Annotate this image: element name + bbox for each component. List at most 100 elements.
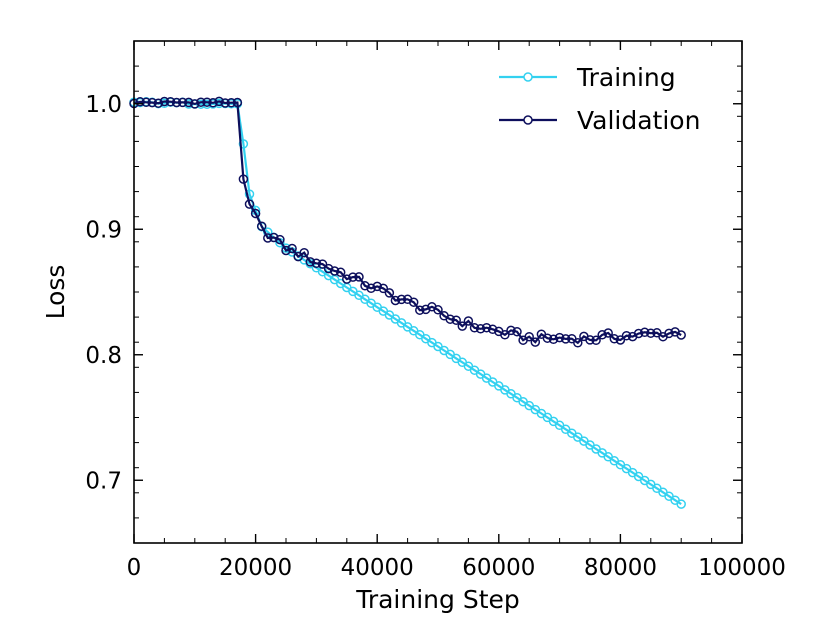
data-point (220, 98, 230, 108)
data-point (263, 233, 273, 243)
data-point (335, 267, 346, 278)
data-point (554, 332, 565, 343)
x-tick-label: 80000 (584, 555, 657, 581)
y-tick-label: 0.9 (85, 217, 122, 243)
data-point (384, 288, 395, 298)
data-point (609, 334, 620, 344)
data-point (305, 257, 316, 267)
data-point (548, 334, 559, 345)
x-axis-title: Training Step (355, 585, 520, 614)
data-point (481, 322, 492, 333)
y-tick-label: 0.8 (85, 343, 122, 369)
data-point (421, 304, 431, 315)
data-point (287, 243, 297, 254)
data-point (177, 97, 188, 108)
data-point (603, 328, 613, 338)
legend-item-training: Training (499, 63, 676, 92)
y-axis-title: Loss (41, 265, 70, 320)
data-point (633, 328, 644, 339)
data-point (360, 281, 370, 291)
data-point (354, 272, 364, 282)
data-point (487, 324, 498, 335)
data-point (147, 97, 157, 108)
legend-label: Training (576, 63, 676, 92)
data-point (238, 139, 249, 149)
data-point (238, 174, 249, 184)
y-tick-label: 1.0 (85, 92, 122, 118)
data-point (281, 245, 291, 256)
data-point (639, 327, 650, 338)
legend-marker (523, 115, 533, 125)
data-point (676, 499, 686, 509)
x-tick-label: 0 (127, 555, 142, 581)
data-point (141, 97, 151, 108)
data-point (506, 325, 516, 336)
data-point (153, 98, 164, 108)
legend-label: Validation (577, 106, 700, 135)
x-tick-label: 100000 (698, 555, 786, 581)
series-line-validation (133, 100, 682, 345)
y-tick-label: 0.7 (85, 468, 122, 494)
data-point (196, 97, 206, 107)
series-validation (129, 96, 686, 348)
data-point (463, 316, 474, 326)
data-point (135, 97, 145, 107)
data-point (390, 295, 401, 306)
data-point (202, 97, 212, 107)
data-point (256, 221, 267, 231)
legend-marker (523, 72, 533, 82)
data-point (366, 283, 376, 294)
data-point (244, 189, 255, 199)
x-tick-label: 20000 (219, 555, 292, 581)
data-point (445, 314, 455, 324)
data-point (171, 97, 182, 108)
data-point (329, 266, 340, 276)
marks-layer (129, 96, 686, 509)
data-point (372, 281, 382, 292)
data-point (573, 338, 583, 348)
data-point (530, 337, 541, 347)
data-point (311, 258, 322, 269)
data-point (542, 333, 553, 343)
data-point (275, 234, 285, 245)
data-point (378, 283, 389, 294)
data-point (597, 330, 607, 340)
data-point (560, 334, 571, 344)
data-point (621, 330, 632, 341)
data-point (475, 324, 486, 334)
data-point (250, 208, 261, 219)
data-point (451, 315, 461, 325)
data-point (585, 335, 595, 345)
data-point (469, 323, 480, 333)
data-point (348, 272, 358, 282)
data-point (244, 199, 255, 209)
data-point (183, 97, 194, 108)
data-point (214, 96, 224, 107)
x-tick-label: 40000 (341, 555, 414, 581)
data-point (676, 330, 686, 340)
data-point (269, 232, 279, 243)
data-point (457, 321, 468, 331)
data-point (591, 335, 601, 346)
legend-item-validation: Validation (499, 106, 700, 135)
data-point (317, 259, 328, 269)
data-point (396, 294, 407, 305)
data-point (615, 335, 626, 345)
data-point (299, 247, 309, 258)
data-point (232, 97, 243, 108)
data-point (664, 328, 674, 339)
data-point (524, 331, 534, 342)
data-point (226, 97, 237, 108)
data-point (415, 305, 425, 315)
data-point (208, 98, 218, 108)
data-point (323, 263, 334, 274)
legend: Training Validation (499, 63, 700, 135)
data-point (165, 96, 176, 107)
data-point (646, 328, 656, 338)
data-point (408, 297, 419, 307)
data-point (433, 305, 443, 315)
data-point (342, 274, 352, 284)
data-point (500, 330, 510, 340)
